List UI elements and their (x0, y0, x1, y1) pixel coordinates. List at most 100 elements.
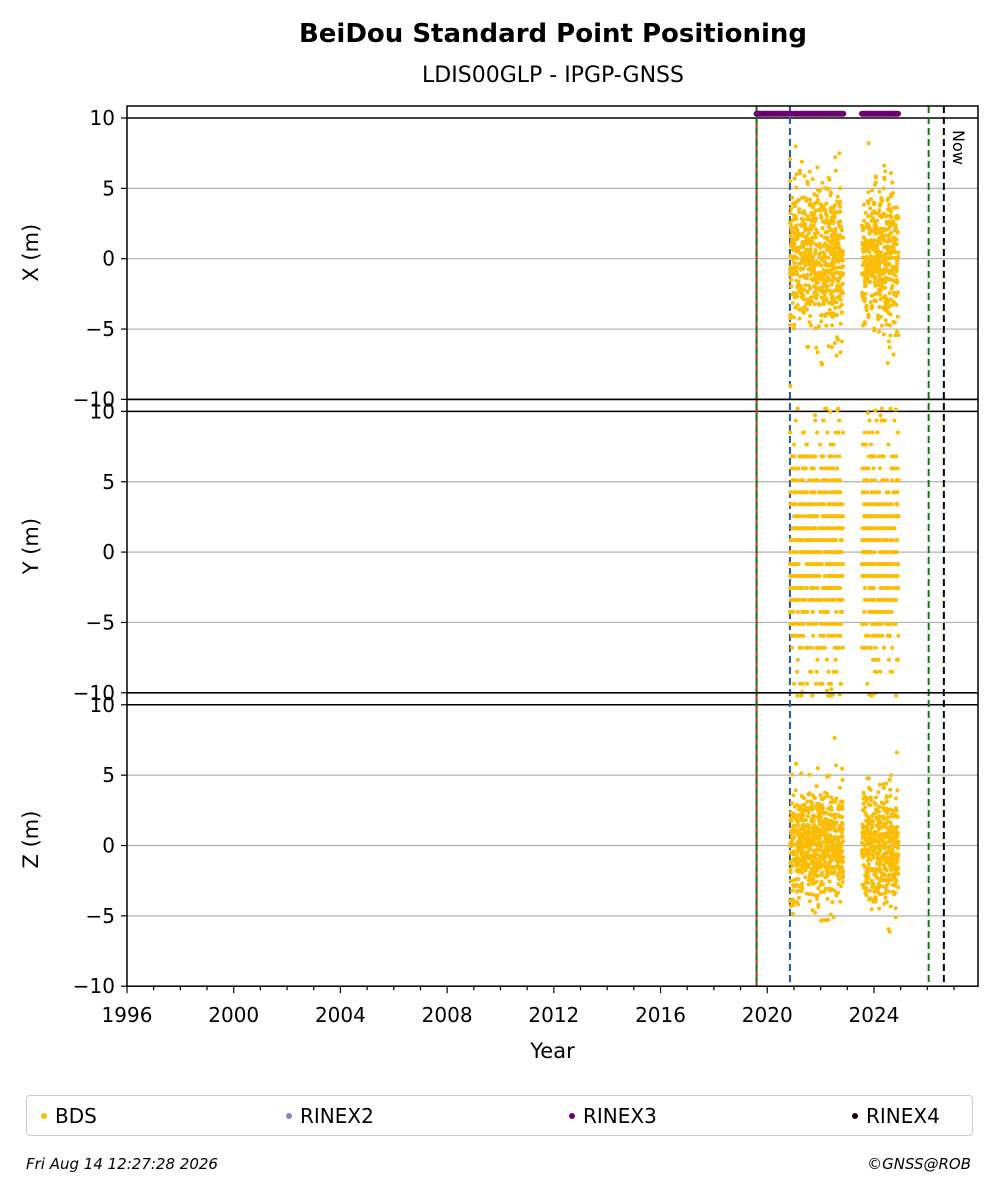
bds-point (882, 901, 887, 906)
bds-point (887, 872, 892, 877)
bds-point (840, 310, 845, 315)
bds-point (798, 681, 802, 686)
bds-point (814, 681, 818, 686)
bds-point (871, 899, 876, 904)
bds-point (874, 875, 879, 880)
bds-point (877, 290, 882, 295)
bds-point (822, 621, 827, 626)
bds-point (788, 316, 793, 321)
bds-point (888, 773, 893, 778)
bds-point (860, 290, 865, 295)
bds-point (884, 233, 889, 238)
bds-point (877, 906, 882, 911)
bds-point (862, 259, 867, 264)
bds-point (866, 240, 870, 245)
bds-point (810, 597, 815, 602)
bds-point (860, 538, 865, 543)
bds-point (894, 260, 899, 265)
bds-point (791, 326, 796, 331)
bds-point (886, 310, 890, 315)
bds-point (811, 876, 816, 881)
bds-point (829, 597, 834, 602)
bds-point (810, 839, 815, 844)
bds-point (864, 876, 869, 880)
bds-point (818, 621, 823, 626)
bds-point (872, 514, 877, 519)
bds-point (817, 574, 822, 578)
bds-point (866, 312, 871, 317)
bds-point (895, 574, 900, 578)
bds-point (809, 490, 814, 495)
bds-point (888, 586, 893, 590)
bds-point (802, 856, 807, 861)
bds-point (792, 213, 796, 218)
bds-point (870, 586, 875, 590)
bds-point (841, 430, 846, 435)
bds-point (818, 597, 823, 602)
bds-point (803, 868, 808, 873)
bds-point (841, 291, 845, 296)
bds-point (824, 323, 829, 328)
bds-point (807, 899, 812, 904)
bds-point (834, 255, 839, 259)
bds-point (807, 320, 812, 325)
bds-point (792, 176, 797, 181)
bds-point (836, 871, 841, 876)
bds-point (821, 502, 826, 507)
bds-point (840, 574, 845, 578)
bds-point (797, 849, 802, 854)
bds-point (864, 886, 869, 891)
bds-point (872, 267, 877, 272)
bds-point (871, 881, 876, 886)
bds-point (835, 265, 840, 270)
legend: BDS RINEX2 RINEX3 RINEX4 (26, 1095, 973, 1136)
bds-point (804, 198, 809, 203)
bds-point (880, 609, 885, 614)
bds-point (878, 621, 883, 626)
bds-point (883, 873, 887, 878)
bds-point (894, 263, 899, 268)
bds-point (807, 792, 811, 797)
bds-point (886, 877, 891, 882)
bds-point (881, 478, 886, 483)
bds-point (867, 609, 872, 614)
bds-point (866, 271, 871, 276)
bds-point (833, 226, 838, 231)
bds-point (838, 186, 843, 191)
chart-subtitle: LDIS00GLP - IPGP-GNSS (422, 63, 684, 88)
bds-point (876, 211, 881, 216)
bds-point (819, 454, 824, 459)
bds-point (839, 826, 844, 831)
bds-point (797, 633, 802, 638)
bds-point (893, 906, 898, 911)
bds-point (865, 257, 870, 261)
bds-point (814, 597, 819, 602)
bds-point (866, 880, 870, 885)
bds-point (880, 825, 885, 830)
bds-point (869, 218, 874, 223)
bds-point (881, 841, 886, 846)
bds-point (869, 303, 874, 308)
bds-point (822, 254, 827, 259)
bds-point (879, 814, 884, 819)
bds-point (804, 806, 809, 811)
bds-point (861, 801, 866, 806)
bds-point (808, 267, 813, 272)
bds-point (789, 225, 793, 230)
bds-point (819, 823, 824, 828)
bds-point (880, 633, 885, 638)
bds-point (888, 794, 893, 799)
bds-point (790, 301, 795, 305)
bds-point (812, 805, 817, 810)
bds-point (892, 871, 896, 876)
bds-point (889, 256, 894, 261)
bds-point (866, 862, 871, 867)
bds-point (807, 845, 812, 850)
bds-point (832, 550, 836, 555)
bds-point (881, 538, 886, 543)
bds-point (878, 466, 882, 471)
bds-point (833, 305, 838, 310)
bds-point (861, 863, 866, 868)
bds-point (877, 574, 882, 578)
bds-point (790, 801, 794, 806)
